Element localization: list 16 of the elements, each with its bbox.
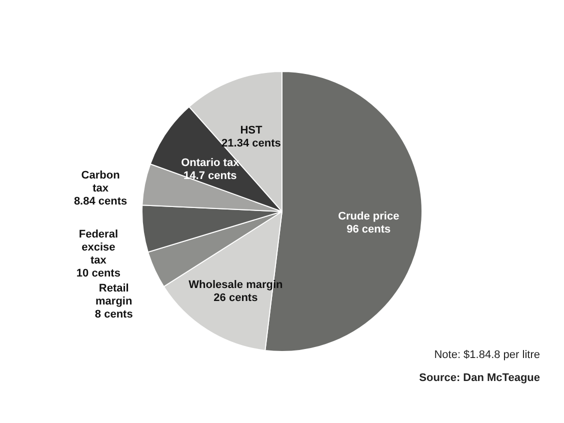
data-label: 8.84 cents bbox=[74, 196, 128, 208]
data-label: 10 cents bbox=[76, 267, 120, 280]
slice-label: Federal excise tax bbox=[78, 228, 118, 266]
slice-label: HST bbox=[240, 124, 262, 136]
text: Note: $1.84.8 per litre bbox=[434, 349, 540, 361]
data-label: 8 cents bbox=[94, 308, 133, 321]
data-label: 96 cents bbox=[346, 224, 391, 236]
slice-label: Retail margin bbox=[96, 282, 132, 308]
data-label: 14.7 cents bbox=[184, 170, 237, 182]
data-label: 26 cents bbox=[214, 292, 258, 304]
data-label: 21.34 cents bbox=[222, 137, 281, 150]
slice-label: Carbon tax bbox=[81, 170, 120, 195]
source-note: Source: Dan McTeague bbox=[419, 372, 540, 384]
slice-label: Crude price bbox=[338, 210, 400, 223]
slice-label: Ontario tax bbox=[181, 156, 240, 169]
slice-label: Wholesale margin bbox=[188, 278, 284, 291]
